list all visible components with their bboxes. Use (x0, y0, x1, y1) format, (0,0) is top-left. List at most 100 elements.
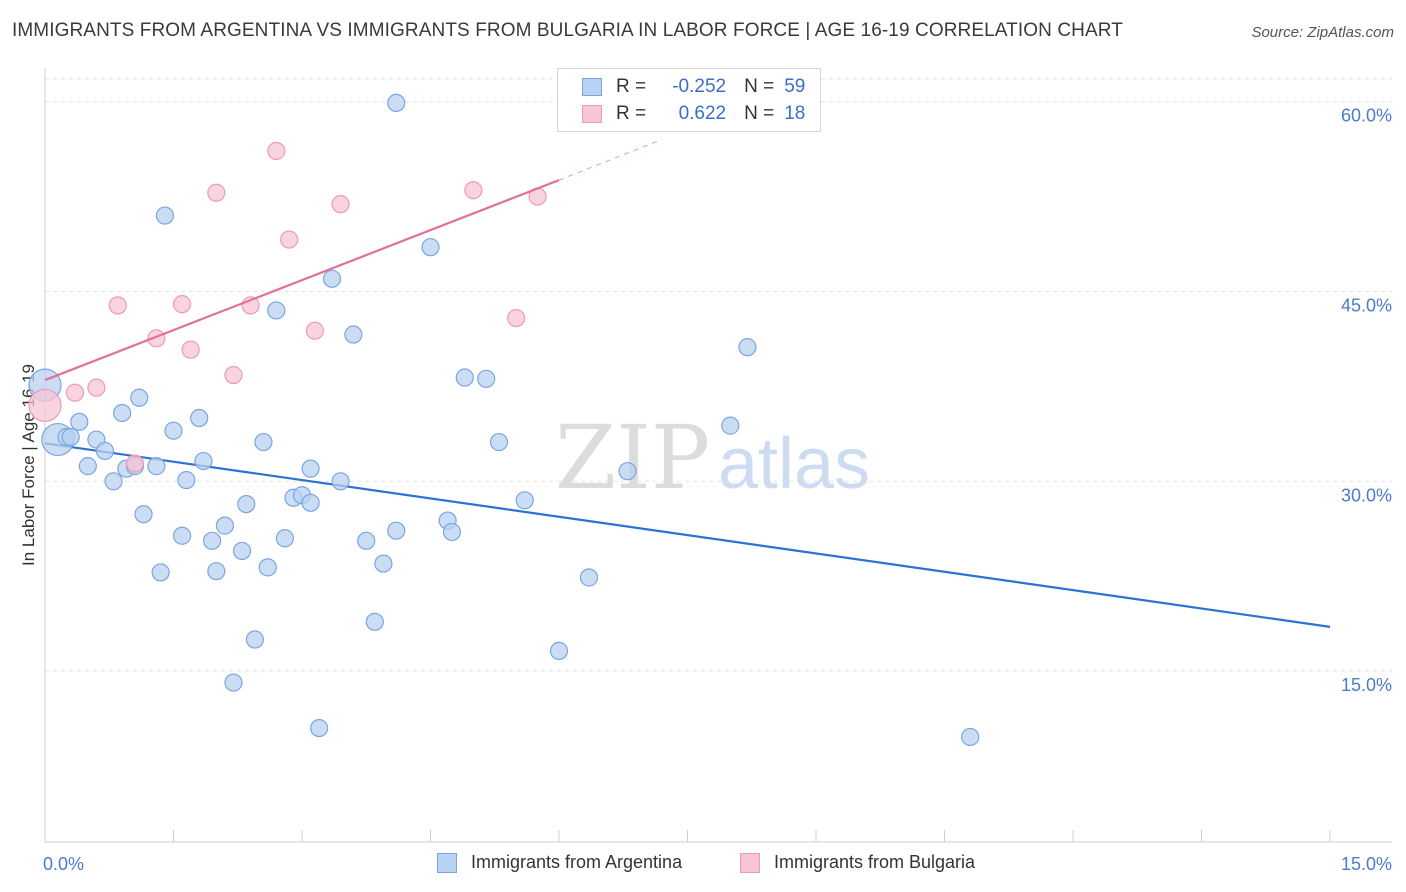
chart-title: IMMIGRANTS FROM ARGENTINA VS IMMIGRANTS … (12, 20, 1123, 41)
axes (44, 68, 1392, 843)
data-points (28, 93, 980, 747)
point-argentina (301, 459, 320, 478)
bottom-legend-label-argentina: Immigrants from Argentina (471, 852, 683, 872)
point-argentina (177, 470, 196, 490)
x-tick-label-max: 15.0% (1341, 854, 1392, 874)
legend-r-value-bulgaria: 0.622 (678, 103, 727, 124)
point-argentina (618, 462, 637, 481)
source-credit: Source: ZipAtlas.com (1251, 24, 1394, 41)
point-argentina (155, 206, 175, 225)
y-tick-label: 45.0% (1341, 295, 1392, 315)
legend-n-label: N = (744, 103, 775, 124)
correlation-legend: R = -0.252 N = 59 R = 0.622 N = 18 (557, 68, 821, 132)
point-argentina (477, 369, 496, 388)
point-bulgaria (224, 365, 243, 385)
point-argentina (207, 562, 226, 581)
point-bulgaria (464, 181, 483, 200)
point-bulgaria (331, 195, 350, 214)
grid-lines (45, 78, 1392, 672)
bottom-legend-swatch-argentina (437, 852, 457, 873)
legend-swatch-argentina (582, 78, 602, 96)
legend-r-label: R = (616, 103, 647, 124)
bottom-legend-argentina: Immigrants from Argentina (437, 852, 682, 873)
point-argentina (961, 727, 980, 747)
y-tick-label: 30.0% (1341, 485, 1392, 505)
point-argentina (258, 558, 277, 577)
point-argentina (215, 516, 234, 535)
point-argentina (738, 338, 757, 357)
legend-n-value-bulgaria: 18 (784, 103, 806, 124)
legend-row-bulgaria: R = 0.622 N = 18 (582, 102, 805, 126)
legend-r-label: R = (616, 76, 647, 97)
point-argentina (70, 412, 89, 431)
point-argentina (112, 403, 132, 423)
point-argentina (489, 432, 509, 452)
point-argentina (301, 493, 320, 512)
point-argentina (455, 368, 474, 387)
point-argentina (275, 529, 294, 548)
bottom-legend-label-bulgaria: Immigrants from Bulgaria (774, 852, 976, 872)
point-argentina (721, 416, 740, 435)
point-argentina (579, 568, 599, 587)
watermark-zip: ZIP (555, 406, 710, 509)
point-bulgaria (305, 321, 324, 340)
point-bulgaria (65, 383, 85, 402)
legend-row-argentina: R = -0.252 N = 59 (582, 75, 805, 99)
point-bulgaria (207, 183, 226, 202)
point-bulgaria (28, 388, 62, 422)
point-argentina (130, 388, 149, 407)
point-bulgaria (87, 378, 106, 397)
tick-labels: 15.0% 30.0% 45.0% 60.0% 0.0% 15.0% (43, 106, 1392, 874)
legend-n-label: N = (744, 76, 775, 97)
point-argentina (344, 325, 363, 344)
point-argentina (254, 432, 273, 452)
point-argentina (95, 441, 115, 461)
y-tick-label: 60.0% (1341, 106, 1392, 126)
point-argentina (194, 451, 213, 471)
point-bulgaria (267, 141, 286, 161)
point-argentina (147, 457, 166, 476)
point-bulgaria (181, 340, 200, 359)
point-bulgaria (507, 308, 526, 328)
point-argentina (164, 421, 183, 440)
point-argentina (515, 491, 534, 510)
point-argentina (387, 521, 406, 540)
legend-r-value-argentina: -0.252 (672, 76, 727, 97)
point-argentina (322, 269, 342, 288)
point-argentina (421, 238, 440, 257)
legend-swatch-bulgaria (582, 105, 602, 123)
trend-line-bulgaria (44, 179, 560, 382)
watermark: ZIP atlas (555, 406, 870, 509)
point-argentina (232, 541, 252, 561)
point-bulgaria (280, 230, 299, 249)
point-argentina (442, 522, 462, 542)
point-argentina (202, 531, 222, 550)
point-argentina (331, 472, 350, 491)
point-argentina (78, 457, 97, 476)
bottom-legend-swatch-bulgaria (740, 852, 760, 873)
point-argentina (104, 472, 123, 491)
point-argentina (374, 554, 393, 573)
point-bulgaria (172, 295, 192, 314)
point-argentina (310, 718, 329, 738)
point-argentina (267, 301, 286, 320)
x-tick-label-min: 0.0% (43, 854, 84, 874)
point-argentina (190, 408, 209, 428)
point-argentina (245, 630, 264, 649)
watermark-atlas: atlas (718, 424, 870, 504)
bottom-legend-bulgaria: Immigrants from Bulgaria (740, 852, 975, 873)
legend-n-value-argentina: 59 (784, 76, 806, 97)
point-bulgaria (125, 454, 145, 473)
point-argentina (172, 526, 192, 545)
point-argentina (357, 531, 376, 550)
y-tick-label: 15.0% (1341, 675, 1392, 695)
trend-lines (44, 442, 1331, 628)
point-argentina (365, 612, 384, 631)
point-argentina (61, 427, 80, 447)
point-argentina (549, 641, 569, 660)
point-argentina (224, 673, 243, 692)
trend-line-bulgaria-extension (558, 139, 663, 181)
point-bulgaria (108, 296, 127, 315)
point-argentina (134, 505, 153, 524)
